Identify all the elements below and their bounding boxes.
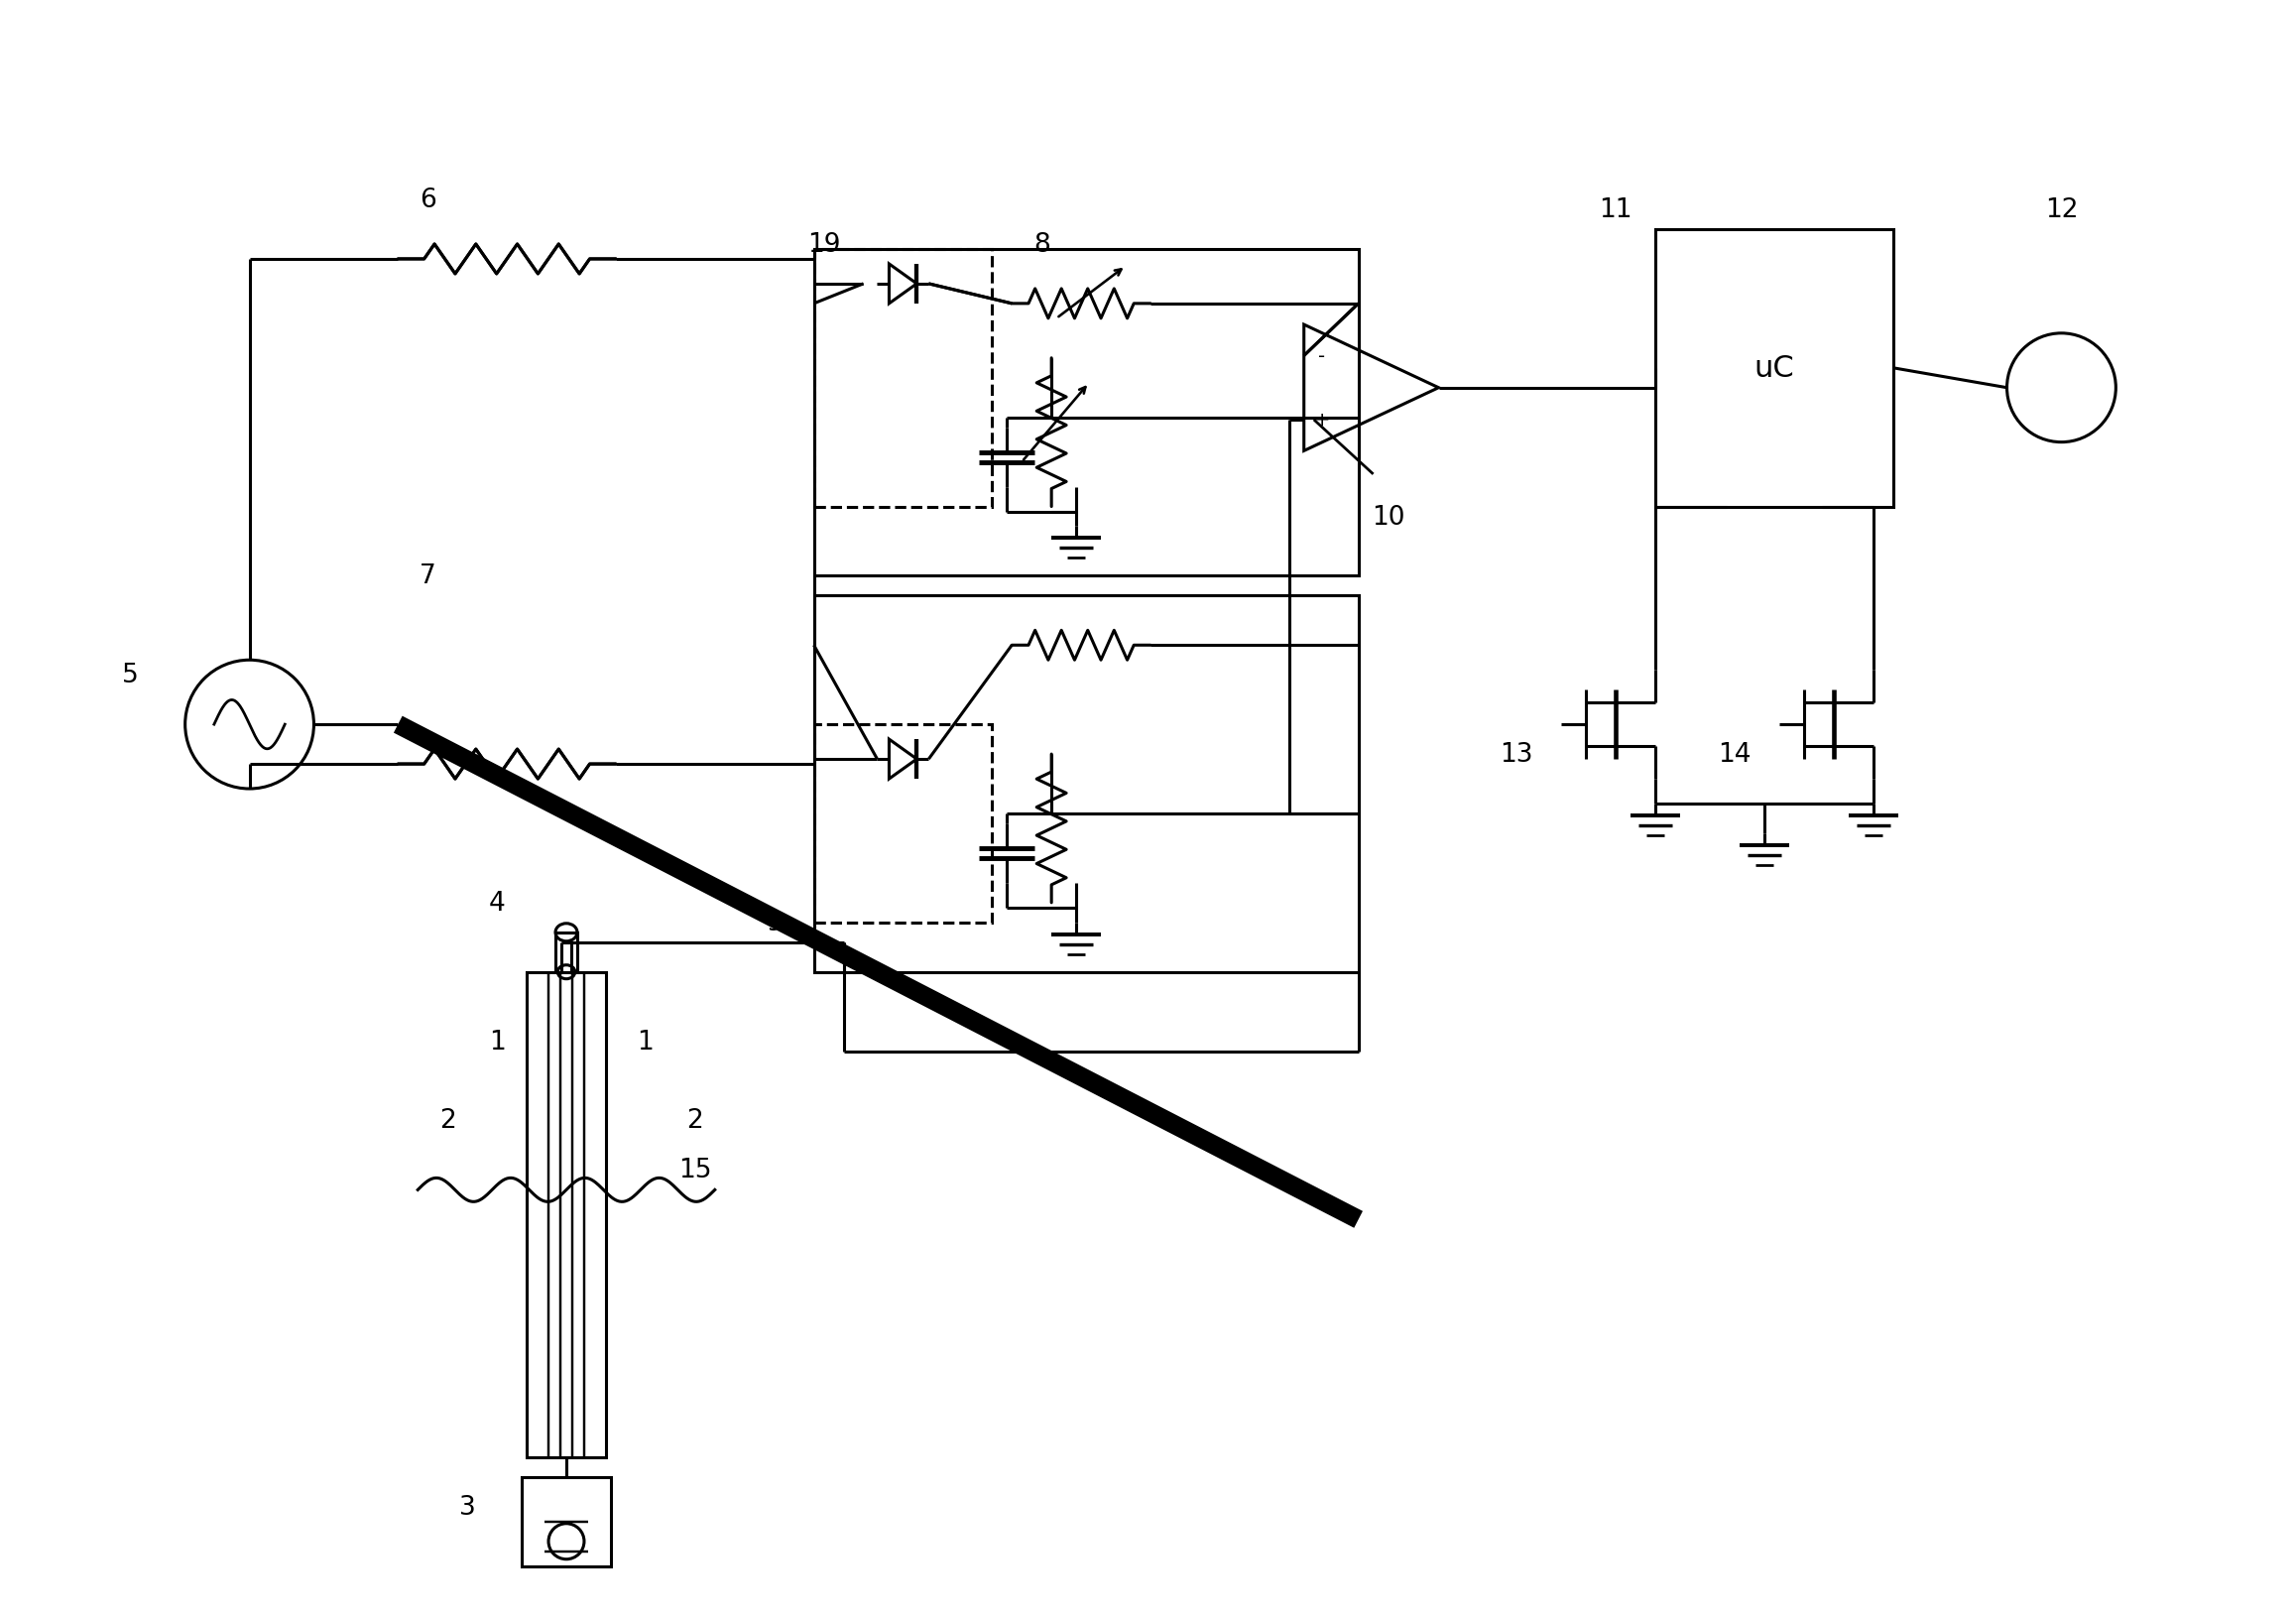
Text: 1: 1 xyxy=(489,1028,505,1054)
Text: -: - xyxy=(1318,348,1325,365)
Text: 12: 12 xyxy=(2046,197,2078,223)
Text: 2: 2 xyxy=(439,1108,457,1134)
Bar xyxy=(521,1476,611,1567)
Text: 9: 9 xyxy=(767,910,783,936)
Text: 8: 8 xyxy=(1033,231,1049,257)
Text: 5: 5 xyxy=(122,663,140,689)
Text: 14: 14 xyxy=(1717,742,1752,768)
Text: 11: 11 xyxy=(1600,197,1632,223)
Text: 6: 6 xyxy=(420,188,436,213)
Text: +: + xyxy=(1313,411,1329,430)
Text: 15: 15 xyxy=(677,1158,712,1184)
Bar xyxy=(813,724,992,923)
Text: 2: 2 xyxy=(687,1108,703,1134)
Bar xyxy=(1655,230,1894,508)
Bar xyxy=(526,972,606,1457)
Text: 19: 19 xyxy=(808,231,840,257)
Text: 13: 13 xyxy=(1499,742,1534,768)
Bar xyxy=(813,249,992,508)
Text: uC: uC xyxy=(1754,354,1795,383)
Bar xyxy=(556,933,576,972)
Bar xyxy=(813,249,1359,576)
Bar xyxy=(813,597,1359,972)
Text: 10: 10 xyxy=(1371,505,1405,530)
Text: 1: 1 xyxy=(638,1028,654,1054)
Text: 4: 4 xyxy=(489,889,505,915)
Text: 3: 3 xyxy=(459,1494,475,1520)
Text: 7: 7 xyxy=(420,563,436,589)
